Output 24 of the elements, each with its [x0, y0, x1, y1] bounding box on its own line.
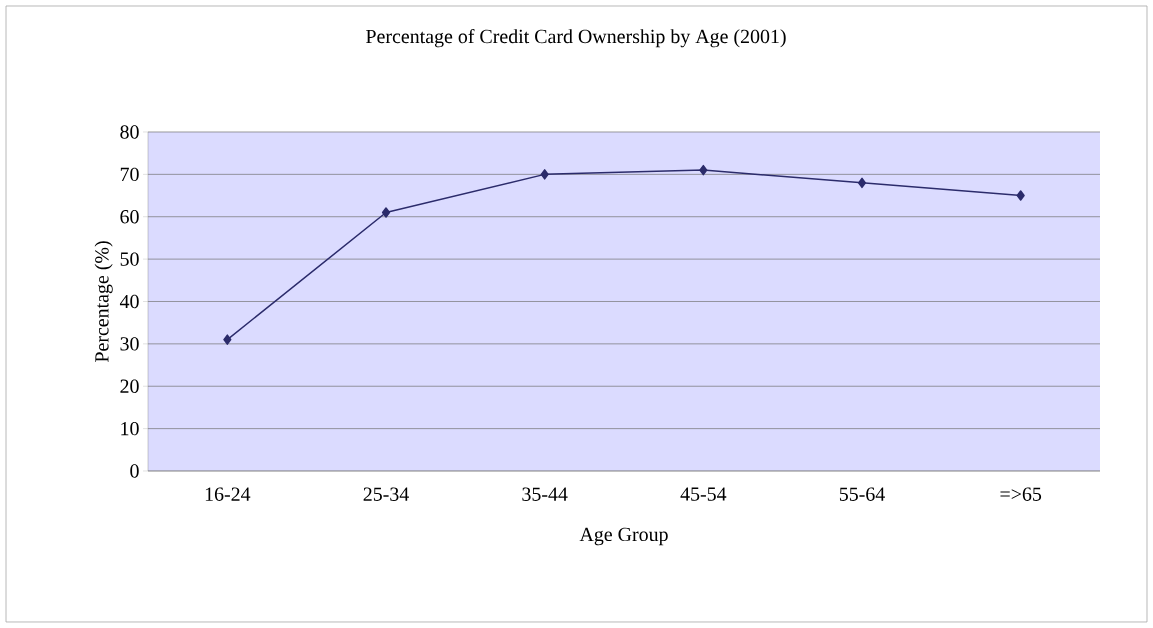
- chart-title: Percentage of Credit Card Ownership by Age (2001): [366, 28, 786, 48]
- y-tick-label: 20: [120, 379, 139, 393]
- y-tick-label: 80: [120, 125, 139, 139]
- point: [857, 177, 867, 189]
- y-tick-label: 40: [119, 294, 139, 309]
- y-tick-label: 10: [121, 421, 139, 436]
- x-tick-label: =>65: [1000, 487, 1042, 501]
- x-tick-label: 55-64: [839, 487, 885, 501]
- y-tick-label: 60: [120, 210, 139, 224]
- x-tick-label: 16-24: [205, 487, 251, 501]
- y-tick-label: 0: [130, 464, 139, 478]
- x-tick-label: 45-54: [680, 487, 727, 501]
- y-axis-title: Percentage (%): [94, 241, 113, 363]
- point: [540, 169, 549, 180]
- x-tick-label: 35-44: [522, 487, 568, 501]
- y-tick-label: 50: [120, 252, 139, 266]
- point: [381, 207, 391, 218]
- point: [699, 164, 708, 176]
- point: [223, 334, 232, 345]
- x-axis-title: Age Group: [579, 527, 668, 546]
- y-tick-label: 70: [120, 167, 139, 182]
- y-tick-label: 30: [120, 337, 139, 351]
- x-tick-label: 25-34: [363, 487, 409, 501]
- point: [1016, 190, 1025, 201]
